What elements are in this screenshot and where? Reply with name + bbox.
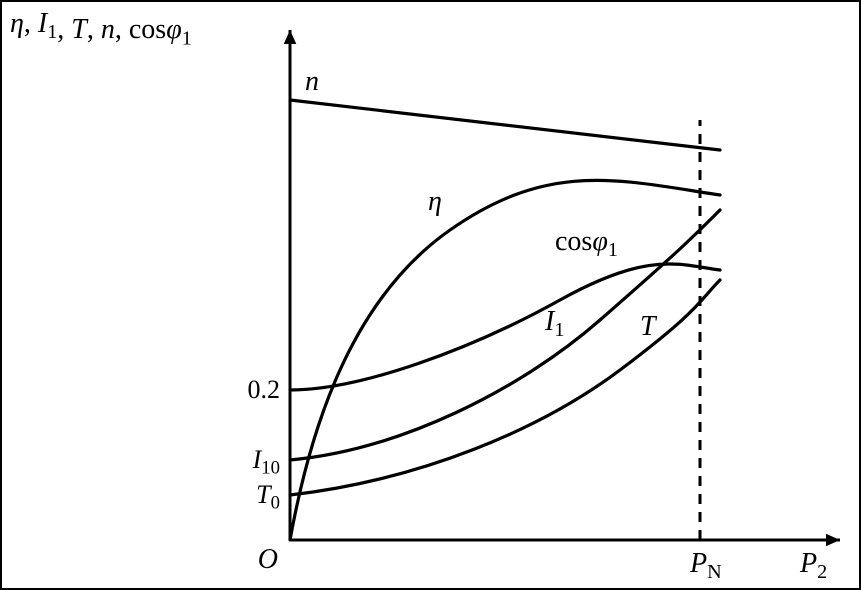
y-axis-arrow-icon (284, 30, 297, 44)
x-axis-arrow-icon (826, 534, 840, 547)
curve-eta-label: η (428, 186, 442, 217)
y-axis-title: η, I1, T, n, cosφ1 (10, 8, 192, 49)
tick-t0: T0 (256, 480, 280, 514)
pn-label: PN (689, 548, 722, 583)
curve-n-label: n (305, 66, 319, 97)
tick-0p2: 0.2 (248, 375, 281, 404)
curve-n (290, 100, 720, 150)
curve-t-label: T (640, 311, 658, 342)
frame-border (1, 1, 860, 589)
curve-i1-label: I1 (544, 306, 564, 341)
curve-cosphi-label: cosφ1 (555, 226, 618, 261)
origin-label: O (258, 544, 278, 575)
tick-i10: I10 (252, 445, 280, 479)
x-axis-label: P2 (799, 548, 827, 583)
